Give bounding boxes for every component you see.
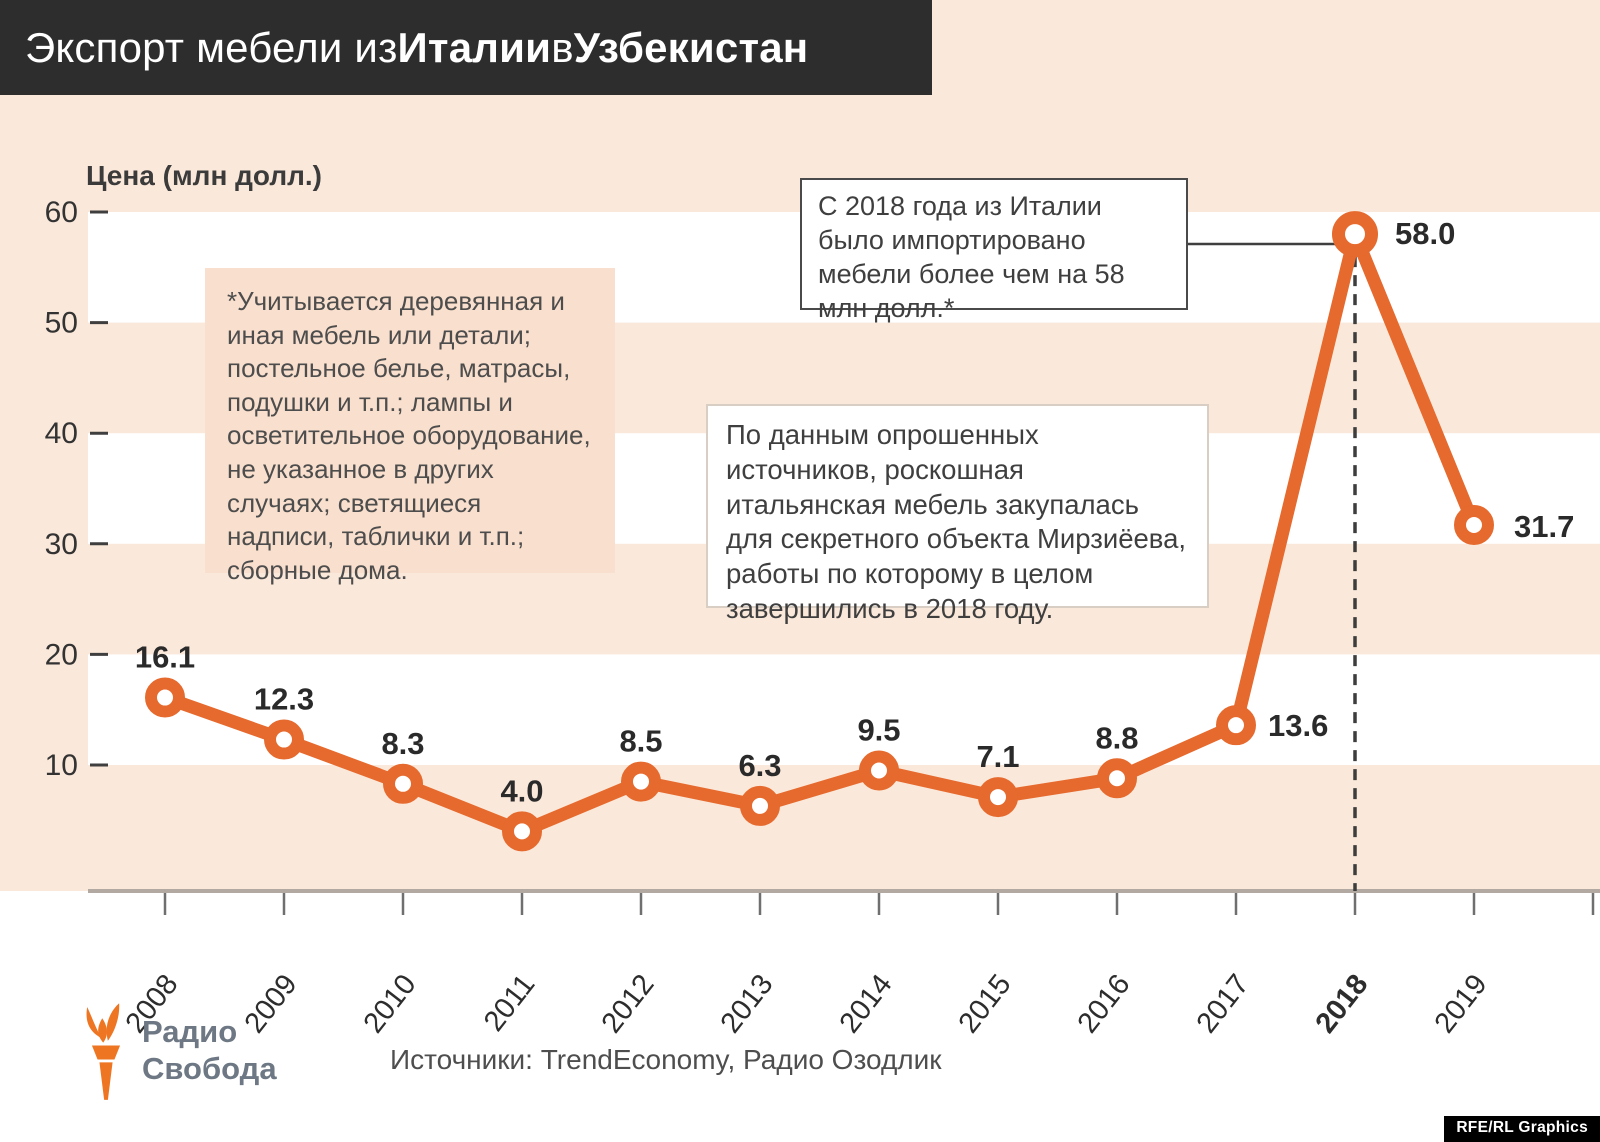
y-axis-title: Цена (млн долл.) xyxy=(86,160,323,191)
data-label-2013: 6.3 xyxy=(738,748,781,783)
data-point-2013 xyxy=(740,785,780,826)
data-point-2012 xyxy=(621,761,661,802)
logo-line1: Радио xyxy=(142,1014,238,1049)
x-tick-label-2011: 2011 xyxy=(478,969,542,1038)
data-point-2014 xyxy=(859,750,899,791)
radio-svoboda-logo-text: Радио Свобода xyxy=(142,1013,277,1087)
rferl-graphics-credit: RFE/RL Graphics xyxy=(1444,1116,1600,1142)
title-segment-italy: Италии xyxy=(397,23,552,71)
x-tick-label-2013: 2013 xyxy=(715,969,780,1040)
data-point-2018 xyxy=(1332,211,1378,258)
data-label-2017: 13.6 xyxy=(1268,708,1328,743)
data-point-2016 xyxy=(1097,758,1137,799)
y-tick-label: 30 xyxy=(45,528,78,561)
title-segment-uzbekistan: Узбекистан xyxy=(573,23,809,71)
data-label-2008: 16.1 xyxy=(135,640,195,675)
x-tick-label-2016: 2016 xyxy=(1072,969,1137,1040)
data-label-2011: 4.0 xyxy=(500,773,543,808)
callout-2018-box: С 2018 года из Италии было импортировано… xyxy=(800,178,1188,323)
data-label-2019: 31.7 xyxy=(1514,509,1574,544)
radio-svoboda-torch-icon xyxy=(86,1003,121,1100)
data-label-2010: 8.3 xyxy=(381,726,424,761)
data-point-2010 xyxy=(383,763,423,804)
data-label-2018: 58.0 xyxy=(1395,216,1455,251)
title-segment: в xyxy=(551,23,574,71)
grid-band xyxy=(88,654,1600,765)
x-tick-label-2015: 2015 xyxy=(953,969,1018,1040)
sources-callout-box: По данным опрошенных источников, роскошн… xyxy=(706,404,1209,624)
data-line xyxy=(158,227,1481,838)
data-label-2009: 12.3 xyxy=(254,682,314,717)
logo-line2: Свобода xyxy=(142,1051,277,1086)
data-point-2017 xyxy=(1216,705,1256,746)
x-tick-label-2010: 2010 xyxy=(358,969,423,1040)
title-segment: Экспорт мебели из xyxy=(25,23,398,71)
y-tick-label: 60 xyxy=(45,196,78,229)
x-tick-label-2017: 2017 xyxy=(1191,969,1256,1040)
y-tick-label: 10 xyxy=(45,749,78,782)
x-tick-label-2014: 2014 xyxy=(834,969,899,1040)
data-label-2014: 9.5 xyxy=(857,713,900,748)
data-point-2011 xyxy=(502,811,542,852)
data-point-2008 xyxy=(145,677,185,718)
x-tick-label-2019: 2019 xyxy=(1429,969,1494,1040)
x-tick-label-2012: 2012 xyxy=(596,969,661,1040)
data-label-2016: 8.8 xyxy=(1095,720,1138,755)
page-title: Экспорт мебели из Италии в Узбекистан xyxy=(0,0,932,95)
x-tick-label-2018: 2018 xyxy=(1310,969,1375,1040)
data-point-2019 xyxy=(1454,504,1494,545)
y-tick-label: 40 xyxy=(45,417,78,450)
footnote-box: *Учитывается деревянная и иная мебель ил… xyxy=(205,268,615,585)
data-point-2015 xyxy=(978,777,1018,818)
y-tick-label: 50 xyxy=(45,307,78,340)
data-label-2012: 8.5 xyxy=(619,724,662,759)
data-sources-text: Источники: TrendEconomy, Радио Озодлик xyxy=(390,1044,942,1075)
data-label-2015: 7.1 xyxy=(976,739,1019,774)
data-point-2009 xyxy=(264,719,304,760)
y-tick-label: 20 xyxy=(45,638,78,671)
